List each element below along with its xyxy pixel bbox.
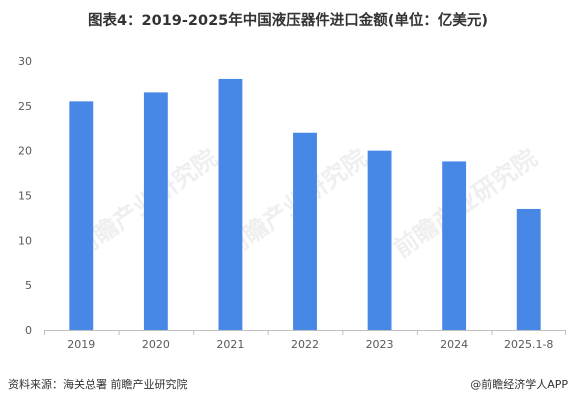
x-tick-label: 2024 [440,338,468,351]
x-tick-label: 2025.1-8 [504,338,553,351]
y-tick-label: 20 [18,145,32,158]
bar [442,161,467,330]
bar [516,208,541,330]
bar [69,101,94,330]
y-tick-label: 25 [18,100,32,113]
x-tick-label: 2021 [216,338,244,351]
y-tick-label: 0 [25,324,32,337]
axis-layer: 0 5 10 15 20 25 30 2019 2020 2021 2022 2023 2024 2025… [18,55,566,351]
bars-layer [69,78,541,330]
bar [293,132,317,330]
bar [367,150,392,330]
bar [143,92,168,330]
y-tick-label: 15 [18,190,32,203]
x-tick-label: 2022 [291,338,319,351]
x-tick-label: 2020 [142,338,170,351]
chart-title: 图表4：2019-2025年中国液压器件进口金额(单位：亿美元) [87,13,489,29]
y-tick-label: 10 [18,234,32,247]
x-tick-label: 2019 [67,338,95,351]
credit-note: @前瞻经济学人APP [470,378,568,391]
y-tick-label: 30 [18,55,32,68]
y-tick-label: 5 [25,279,32,292]
source-note: 资料来源：海关总署 前瞻产业研究院 [8,378,188,391]
bar [218,78,243,330]
x-tick-label: 2023 [366,338,394,351]
